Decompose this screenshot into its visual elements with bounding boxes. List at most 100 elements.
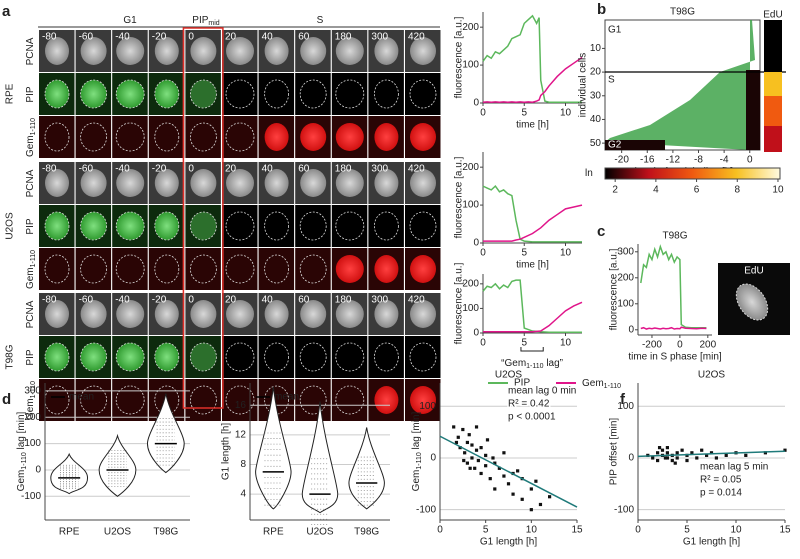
- nucleus: [80, 342, 107, 372]
- edu-label: EdU: [763, 10, 782, 21]
- nucleus: [374, 37, 399, 65]
- point: [534, 479, 538, 483]
- violin: [255, 386, 292, 510]
- channel-label: PCNA: [25, 37, 36, 65]
- nucleus: [80, 254, 107, 284]
- nucleus: [335, 342, 365, 372]
- point: [484, 464, 488, 468]
- channel-label-part: 1-110: [30, 118, 37, 135]
- nucleus: [154, 300, 179, 328]
- time-label: 20: [225, 164, 237, 175]
- panel-label: f: [620, 391, 626, 408]
- y-axis-label: G1 length [h]: [221, 423, 232, 480]
- x-tick-label: 0: [677, 340, 683, 351]
- time-label: -40: [115, 32, 130, 43]
- time-label: 60: [298, 164, 310, 175]
- point: [484, 453, 488, 457]
- x-tick-label: 5: [483, 525, 489, 536]
- image-label: EdU: [744, 266, 763, 277]
- annotation: mean lag 0 min: [508, 386, 576, 397]
- colorbar-tick-label: 4: [653, 185, 659, 196]
- x-axis-label: time in S phase [min]: [628, 352, 722, 363]
- nucleus: [409, 79, 437, 109]
- micrograph: [112, 248, 148, 290]
- annotation: p < 0.0001: [508, 412, 556, 423]
- y-axis-label: fluorescence [a.u.]: [454, 156, 465, 238]
- point: [511, 492, 515, 496]
- channel-label: PIP: [25, 349, 36, 365]
- micrograph: [331, 336, 368, 378]
- nucleus: [190, 37, 217, 65]
- nucleus: [410, 169, 436, 197]
- x-tick-label: 5: [521, 338, 527, 349]
- annotation-part: lag”: [544, 358, 563, 369]
- nucleus: [299, 385, 327, 415]
- micrograph: [222, 205, 258, 247]
- x-tick-label: 5: [521, 108, 527, 119]
- time-label: 40: [262, 164, 274, 175]
- point: [651, 456, 655, 460]
- x-axis-label: G1 length [h]: [683, 537, 740, 548]
- nucleus: [80, 169, 107, 197]
- nucleus: [264, 169, 289, 197]
- nucleus: [335, 300, 364, 328]
- x-tick-label: U2OS: [306, 527, 334, 538]
- lag-bracket: [520, 347, 544, 352]
- series-line: [483, 204, 583, 242]
- nucleus: [264, 211, 290, 241]
- nucleus: [335, 169, 364, 197]
- x-tick-label: -4: [720, 155, 729, 166]
- x-axis-label: time [h]: [516, 120, 549, 131]
- y-tick-label: 0: [35, 465, 41, 476]
- point: [474, 448, 479, 452]
- point: [479, 471, 483, 476]
- phase-label: G2: [608, 140, 622, 151]
- point: [685, 458, 689, 463]
- nucleus: [80, 79, 107, 109]
- nucleus: [225, 122, 255, 152]
- point: [529, 508, 533, 512]
- point: [497, 466, 501, 470]
- time-label: -20: [152, 295, 167, 306]
- y-tick-label: -100: [21, 491, 41, 502]
- point: [476, 458, 480, 463]
- cell-line-label: U2OS: [5, 212, 16, 240]
- series-line: [640, 244, 707, 329]
- y-tick-label: 0: [473, 238, 479, 249]
- micrograph: [222, 73, 258, 115]
- time-label: 40: [262, 32, 274, 43]
- nucleus: [335, 37, 364, 65]
- x-tick-label: 10: [560, 338, 572, 349]
- edu-band: [764, 96, 782, 126]
- x-tick-label: RPE: [59, 527, 80, 538]
- colorbar-tick-label: 8: [734, 185, 740, 196]
- nucleus: [154, 169, 179, 197]
- y-tick-label: 100: [462, 303, 479, 314]
- y-tick-label: 200: [617, 272, 634, 283]
- point: [467, 433, 471, 437]
- time-label: 180: [335, 295, 352, 306]
- point: [462, 458, 466, 463]
- point: [783, 448, 787, 452]
- micrograph: [222, 336, 258, 378]
- phase-header-part: mid: [208, 20, 219, 27]
- phase-header: PIPmid: [192, 15, 220, 28]
- nucleus: [374, 386, 399, 414]
- x-tick-label: RPE: [263, 527, 284, 538]
- nucleus: [45, 300, 69, 328]
- nucleus: [116, 300, 145, 328]
- y-tick-label: 100: [617, 401, 634, 412]
- x-tick-label: -16: [640, 155, 655, 166]
- time-label: 300: [371, 32, 388, 43]
- time-label: -40: [115, 164, 130, 175]
- channel-label-part: PCNA: [25, 169, 36, 197]
- nucleus: [335, 123, 364, 151]
- time-label: -60: [79, 295, 94, 306]
- legend-text-part: 1-110: [604, 383, 621, 390]
- micrograph: [331, 73, 368, 115]
- y-tick-label: 16: [235, 400, 247, 411]
- nucleus: [335, 385, 365, 415]
- micrograph: [222, 248, 258, 290]
- x-tick-label: T98G: [153, 527, 178, 538]
- series-line: [482, 185, 582, 243]
